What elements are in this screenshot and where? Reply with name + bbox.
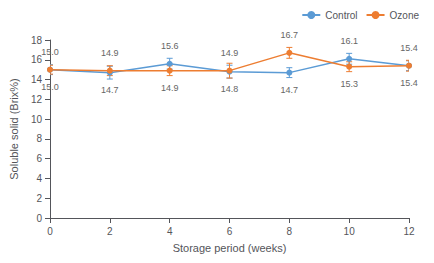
svg-text:10: 10	[344, 226, 356, 237]
svg-text:2: 2	[36, 193, 42, 204]
svg-text:6: 6	[36, 153, 42, 164]
svg-text:14: 14	[30, 74, 42, 86]
svg-text:Storage period (weeks): Storage period (weeks)	[173, 242, 287, 254]
svg-text:14.7: 14.7	[101, 85, 119, 95]
svg-text:15.4: 15.4	[400, 78, 418, 88]
svg-text:15.0: 15.0	[41, 47, 59, 57]
svg-text:14.8: 14.8	[221, 84, 239, 94]
svg-text:6: 6	[227, 226, 233, 237]
svg-text:0: 0	[36, 213, 42, 224]
svg-text:16.1: 16.1	[340, 36, 358, 46]
svg-text:4: 4	[36, 173, 42, 184]
svg-text:Soluble solid (Brix%): Soluble solid (Brix%)	[8, 78, 20, 179]
svg-text:14.7: 14.7	[281, 85, 299, 95]
svg-text:14.9: 14.9	[101, 48, 119, 58]
svg-text:8: 8	[36, 133, 42, 144]
svg-text:15.4: 15.4	[400, 43, 418, 53]
svg-text:Ozone: Ozone	[390, 10, 420, 21]
svg-text:4: 4	[167, 226, 173, 237]
svg-text:16.7: 16.7	[281, 30, 299, 40]
svg-text:8: 8	[287, 226, 293, 237]
svg-text:2: 2	[107, 226, 113, 237]
svg-text:18: 18	[31, 35, 43, 46]
svg-text:Control: Control	[325, 10, 357, 21]
svg-text:0: 0	[47, 226, 53, 237]
svg-text:15.3: 15.3	[340, 79, 358, 89]
svg-text:12: 12	[31, 94, 43, 105]
svg-text:14.9: 14.9	[221, 48, 239, 58]
svg-text:14.9: 14.9	[161, 83, 179, 93]
svg-text:15.0: 15.0	[41, 82, 59, 92]
svg-text:16: 16	[30, 54, 42, 66]
svg-text:12: 12	[403, 226, 415, 237]
svg-text:15.6: 15.6	[161, 41, 179, 51]
svg-text:10: 10	[31, 114, 43, 125]
